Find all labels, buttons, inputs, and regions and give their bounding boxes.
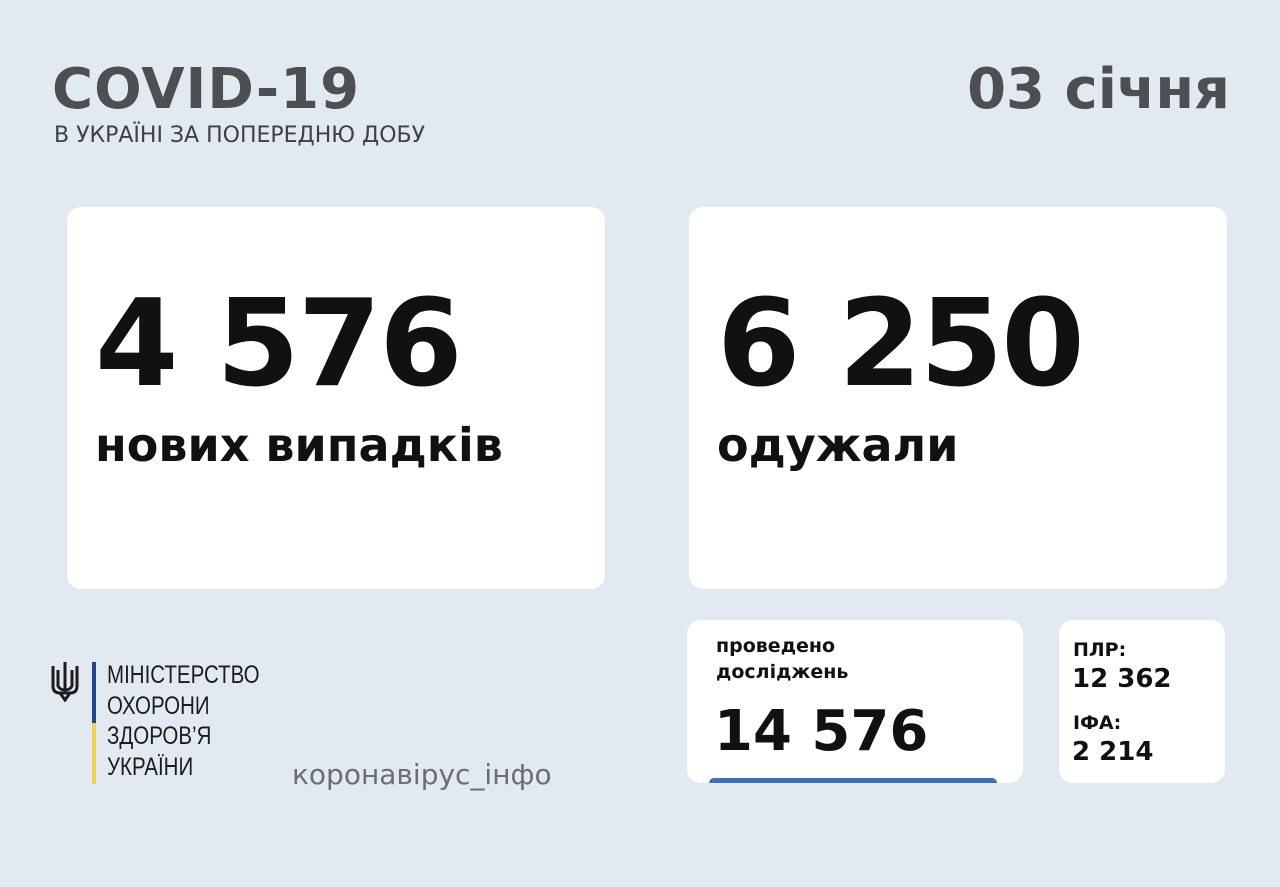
trident-icon bbox=[50, 660, 80, 706]
recovered-label: одужали bbox=[717, 418, 959, 472]
tests-label: проведено досліджень bbox=[716, 634, 848, 685]
flag-stripe bbox=[92, 662, 96, 784]
pcr-label: ПЛР: bbox=[1073, 639, 1127, 661]
ministry-line: ЗДОРОВ’Я bbox=[107, 722, 212, 750]
test-breakdown-card: ПЛР: 12 362 ІФА: 2 214 bbox=[1059, 620, 1225, 783]
pcr-value: 12 362 bbox=[1072, 664, 1172, 694]
ifa-label: ІФА: bbox=[1073, 712, 1122, 734]
recovered-value: 6 250 bbox=[717, 275, 1085, 414]
tests-label-line2: досліджень bbox=[716, 660, 849, 683]
new-cases-card: 4 576 нових випадків bbox=[67, 207, 605, 589]
tests-card: проведено досліджень 14 576 bbox=[687, 620, 1023, 783]
ministry-line: ОХОРОНИ bbox=[107, 691, 210, 720]
page-subtitle: В УКРАЇНІ ЗА ПОПЕРЕДНЮ ДОБУ bbox=[54, 123, 426, 148]
tests-accent-bar bbox=[709, 778, 997, 783]
hashtag: коронавірус_інфо bbox=[292, 758, 552, 791]
report-date: 03 січня bbox=[967, 57, 1230, 122]
page-title: COVID-19 bbox=[52, 57, 361, 122]
tests-label-line1: проведено bbox=[716, 635, 836, 657]
ifa-value: 2 214 bbox=[1072, 737, 1154, 767]
tests-value: 14 576 bbox=[714, 699, 929, 764]
ministry-line: УКРАЇНИ bbox=[107, 752, 194, 781]
recovered-card: 6 250 одужали bbox=[689, 207, 1227, 589]
new-cases-label: нових випадків bbox=[95, 418, 503, 472]
new-cases-value: 4 576 bbox=[95, 275, 463, 414]
ministry-line: МІНІСТЕРСТВО bbox=[107, 661, 260, 689]
ministry-name: МІНІСТЕРСТВО ОХОРОНИ ЗДОРОВ’Я УКРАЇНИ bbox=[107, 660, 260, 782]
